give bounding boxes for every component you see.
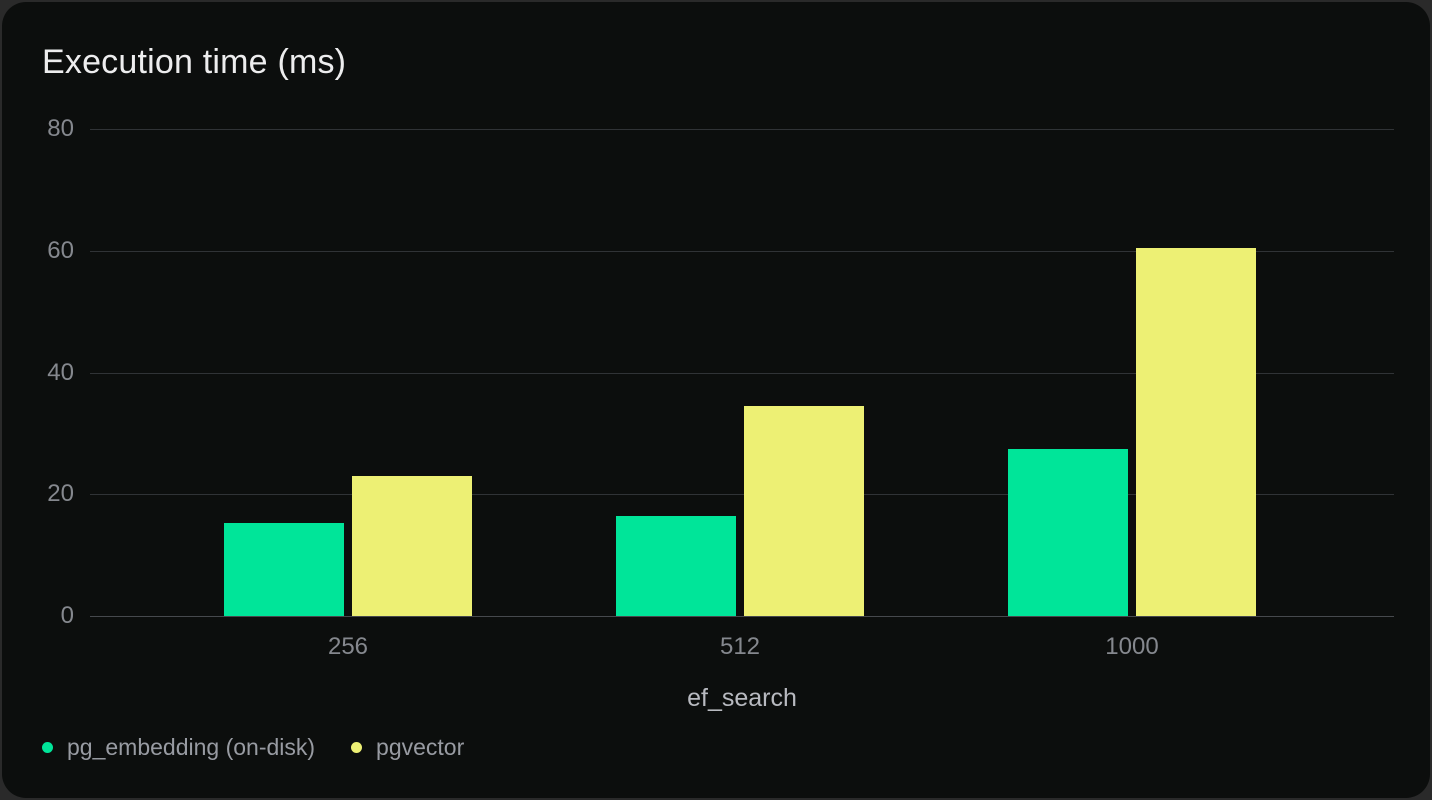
gridline xyxy=(90,494,1394,496)
bar-pgvector-256[interactable] xyxy=(352,475,472,616)
y-tick-label: 40 xyxy=(47,358,74,386)
x-axis-title: ef_search xyxy=(687,684,797,712)
legend-item-label: pgvector xyxy=(376,733,465,760)
legend-item-pgvector[interactable]: pgvector xyxy=(351,734,464,761)
gridline xyxy=(90,372,1394,374)
x-tick-label: 1000 xyxy=(1105,633,1159,660)
legend-dot-icon xyxy=(351,741,363,753)
legend-item-label: pg_embedding (on-disk) xyxy=(67,733,316,760)
bar-pg_embedding-512[interactable] xyxy=(616,515,736,616)
legend: pg_embedding (on-disk) pgvector xyxy=(42,733,464,761)
chart-title: Execution time (ms) xyxy=(42,43,347,81)
y-tick-label: 80 xyxy=(47,115,74,142)
y-tick-label: 60 xyxy=(47,236,74,264)
x-axis-line xyxy=(90,616,1394,617)
y-tick-label: 20 xyxy=(47,480,74,508)
gridline xyxy=(90,250,1394,252)
legend-dot-icon xyxy=(42,741,53,753)
bar-pgvector-512[interactable] xyxy=(744,405,864,616)
bar-pgvector-1000[interactable] xyxy=(1136,247,1256,616)
bar-pg_embedding-1000[interactable] xyxy=(1008,448,1128,616)
gridline xyxy=(90,129,1394,130)
x-tick-label: 512 xyxy=(719,633,761,660)
legend-item-pg_embedding[interactable]: pg_embedding (on-disk) xyxy=(42,734,315,761)
y-tick-label: 0 xyxy=(60,602,74,629)
bar-pg_embedding-256[interactable] xyxy=(224,523,344,616)
x-tick-label: 256 xyxy=(327,633,369,660)
